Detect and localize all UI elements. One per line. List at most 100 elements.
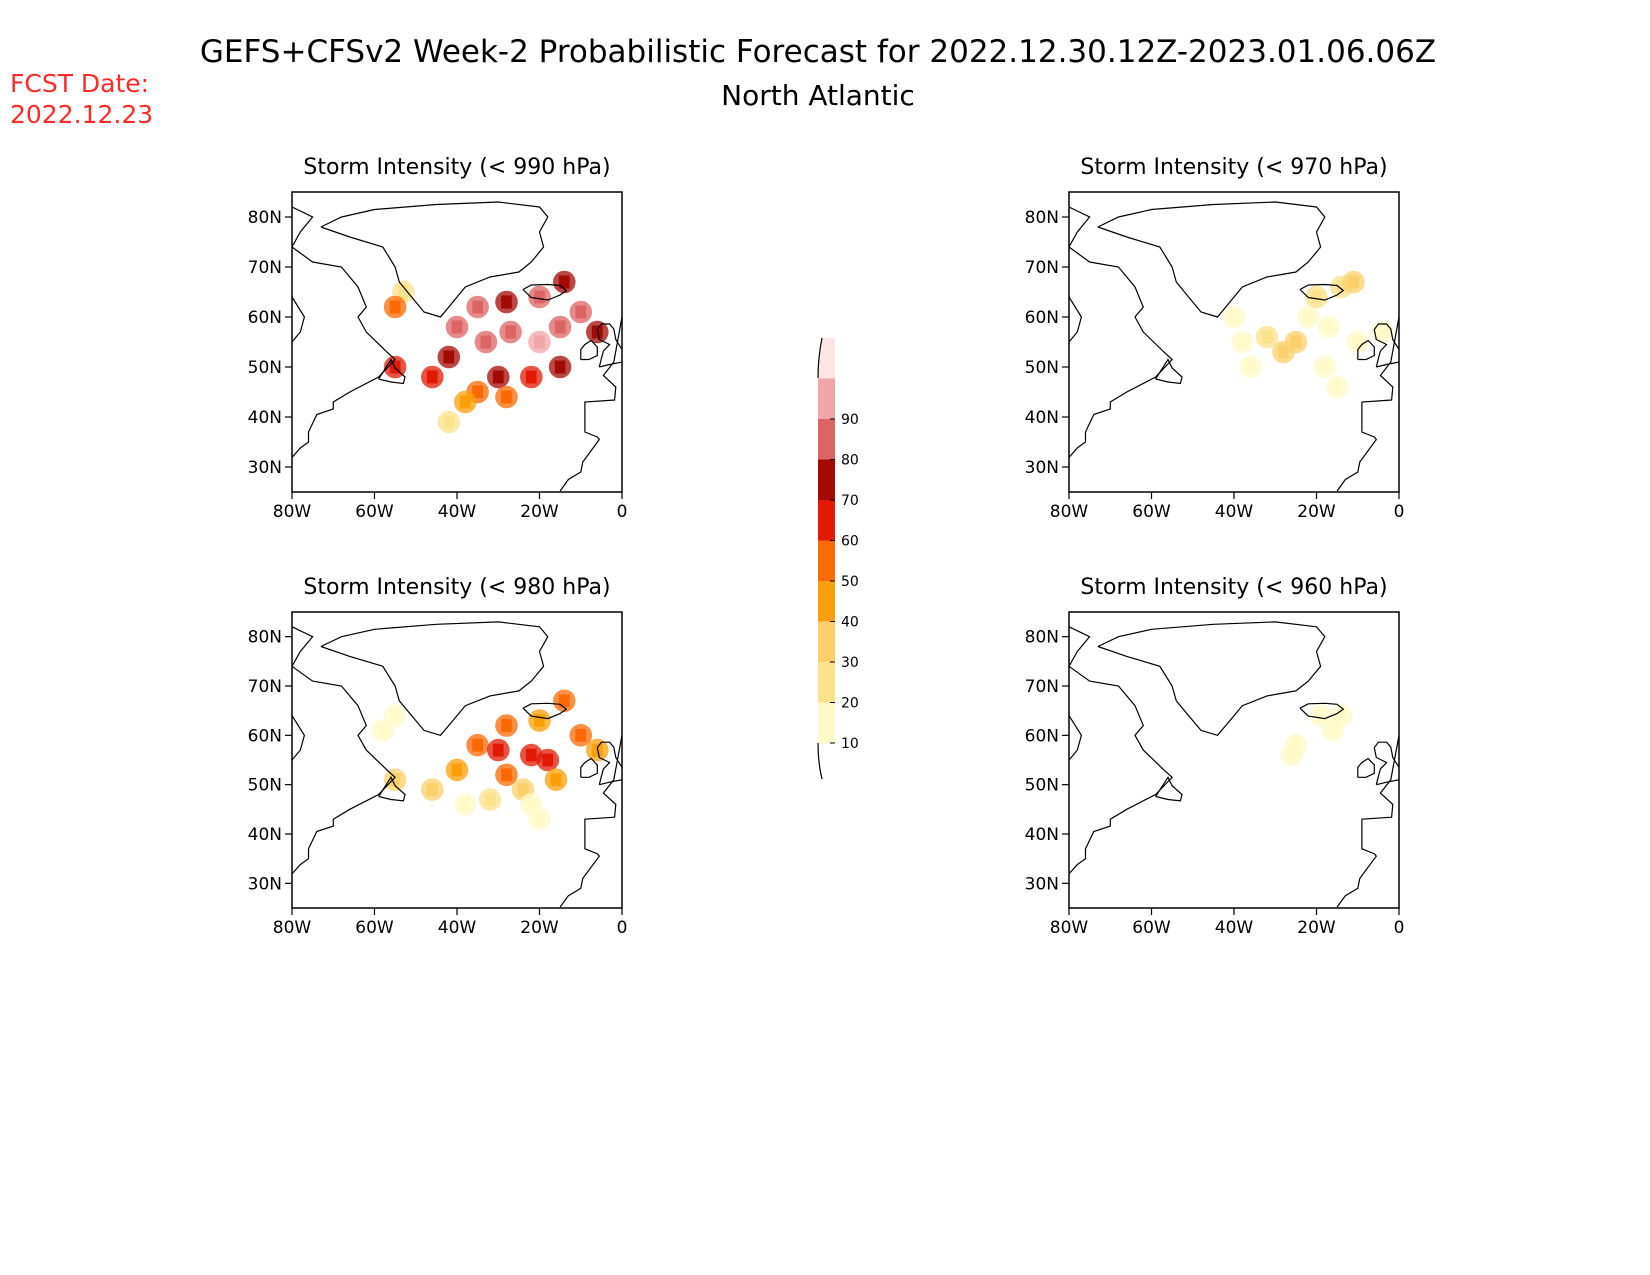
x-tick-label: 60W <box>1132 918 1171 938</box>
probability-blob <box>421 365 444 389</box>
probability-blob <box>499 320 522 344</box>
probability-blob <box>454 390 477 414</box>
probability-blob <box>487 738 510 762</box>
coastline <box>1155 776 1183 802</box>
colorbar-label: 70 <box>841 493 859 509</box>
coastline <box>1373 741 1399 786</box>
colorbar-swatch <box>818 459 835 500</box>
y-tick-label: 40N <box>1025 408 1059 428</box>
fcst-date-value: 2022.12.23 <box>10 100 153 129</box>
y-tick-label: 70N <box>1025 258 1059 278</box>
x-tick-label: 80W <box>273 502 312 522</box>
probability-blob <box>553 689 576 713</box>
coastline <box>596 323 622 368</box>
panel-title: Storm Intensity (< 990 hPa) <box>303 155 610 180</box>
probability-blob <box>1297 305 1320 329</box>
map-panel: Storm Intensity (< 960 hPa) 30N 40N 50N 60N 7… <box>1025 575 1405 938</box>
coastline <box>1357 757 1375 778</box>
colorbar-swatch <box>818 581 835 622</box>
colorbar-swatch <box>818 378 835 419</box>
probability-blob <box>466 295 489 319</box>
coastline <box>1373 323 1399 368</box>
x-tick-label: 40W <box>438 502 477 522</box>
x-tick-label: 40W <box>1215 918 1254 938</box>
probability-blob <box>1321 719 1345 742</box>
probability-blob <box>383 768 407 791</box>
colorbar-label: 40 <box>841 615 859 631</box>
colorbar-legend: 10 20 30 40 50 60 70 80 90 <box>817 337 859 780</box>
coastline <box>522 283 568 301</box>
map-panels: Storm Intensity (< 990 hPa) 30N 40N 50N 60N 7… <box>248 155 1405 938</box>
coastline <box>1097 201 1326 318</box>
y-tick-label: 60N <box>248 726 282 746</box>
probability-blob <box>1231 330 1254 354</box>
y-tick-label: 40N <box>1025 825 1059 845</box>
colorbar-cap <box>817 337 823 379</box>
x-tick-label: 0 <box>617 918 628 938</box>
colorbar-label: 10 <box>841 736 859 752</box>
probability-blob <box>528 709 551 732</box>
colorbar-swatch <box>818 621 835 662</box>
coastline <box>559 316 622 492</box>
y-tick-label: 60N <box>248 308 282 328</box>
y-tick-label: 60N <box>1025 308 1059 328</box>
probability-blob <box>437 410 461 434</box>
y-tick-label: 50N <box>1025 358 1059 378</box>
coastline <box>1069 206 1173 492</box>
colorbar-swatch <box>818 540 835 581</box>
y-tick-label: 70N <box>248 677 282 697</box>
map-panel: Storm Intensity (< 980 hPa) 30N 40N 50N 60N 7… <box>248 575 628 938</box>
probability-blob <box>383 295 407 319</box>
probability-blob <box>445 758 469 782</box>
colorbar-label: 30 <box>841 655 859 671</box>
y-tick-label: 50N <box>248 776 282 796</box>
x-tick-label: 20W <box>520 502 559 522</box>
coastline <box>580 339 598 361</box>
panel-title: Storm Intensity (< 960 hPa) <box>1080 575 1387 600</box>
map-panel: Storm Intensity (< 990 hPa) 30N 40N 50N 60N 7… <box>248 155 628 522</box>
y-tick-label: 70N <box>1025 677 1059 697</box>
probability-blob <box>544 768 568 791</box>
coastline <box>559 735 622 908</box>
coastline <box>320 201 549 318</box>
colorbar-label: 80 <box>841 453 859 469</box>
coastline <box>1357 339 1375 361</box>
panel-title: Storm Intensity (< 970 hPa) <box>1080 155 1387 180</box>
panel-title: Storm Intensity (< 980 hPa) <box>303 575 610 600</box>
colorbar-swatch <box>818 338 835 379</box>
probability-blob <box>548 355 572 379</box>
probability-blob <box>437 345 461 369</box>
coastline <box>1336 735 1399 908</box>
coastline <box>596 741 622 786</box>
coastline <box>292 296 306 343</box>
coastline <box>580 757 598 778</box>
probability-blob <box>454 793 477 816</box>
coastline <box>1069 296 1083 343</box>
colorbar-swatch <box>818 662 835 703</box>
probability-blob <box>474 330 498 354</box>
coastline <box>378 358 406 385</box>
x-tick-label: 60W <box>1132 502 1171 522</box>
y-tick-label: 50N <box>1025 776 1059 796</box>
coastline <box>1097 621 1326 736</box>
x-tick-label: 40W <box>438 918 477 938</box>
probability-blob <box>495 290 518 314</box>
probability-blob <box>569 300 593 324</box>
y-tick-label: 60N <box>1025 726 1059 746</box>
y-tick-label: 30N <box>1025 458 1059 478</box>
colorbar-swatch <box>818 419 835 460</box>
probability-blob <box>1325 375 1349 399</box>
probability-blob <box>1239 355 1262 379</box>
y-tick-label: 50N <box>248 358 282 378</box>
y-tick-label: 80N <box>248 208 282 228</box>
map-frame <box>291 191 623 493</box>
fcst-date-label: FCST Date: <box>10 69 149 98</box>
probability-blob <box>528 807 551 831</box>
y-tick-label: 30N <box>248 458 282 478</box>
x-tick-label: 80W <box>1050 502 1089 522</box>
y-tick-label: 80N <box>1025 208 1059 228</box>
coastline <box>292 626 396 908</box>
x-tick-label: 40W <box>1215 502 1254 522</box>
y-tick-label: 80N <box>1025 628 1059 648</box>
